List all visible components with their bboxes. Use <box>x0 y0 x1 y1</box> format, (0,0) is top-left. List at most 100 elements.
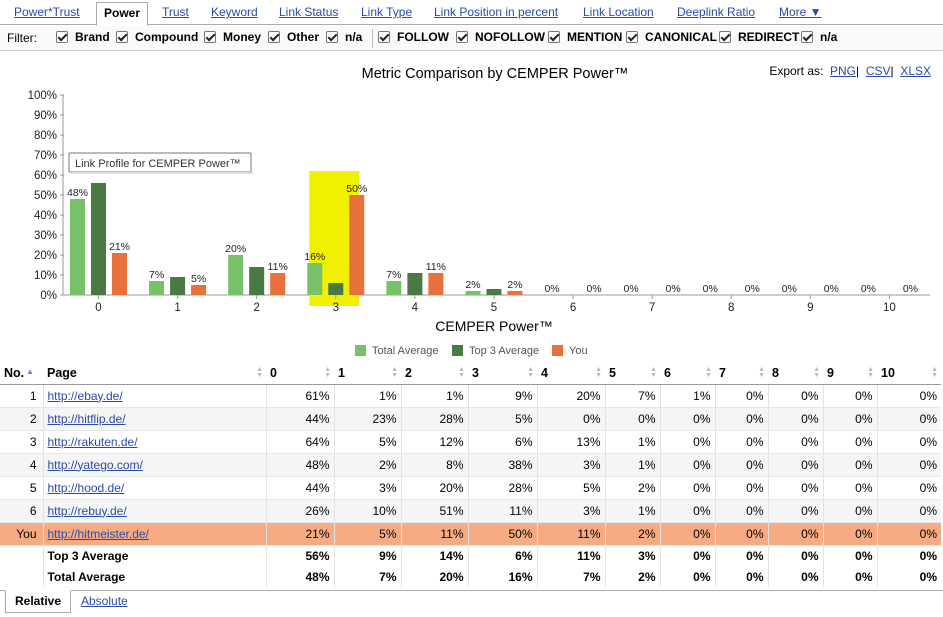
tab-link-type[interactable]: Link Type <box>361 5 413 19</box>
legend-item-you[interactable]: You <box>569 345 588 357</box>
checkbox-checked-icon[interactable] <box>268 31 280 43</box>
filter-n-a[interactable]: n/a <box>326 30 362 44</box>
filter-n-a[interactable]: n/a <box>801 30 837 44</box>
export-xlsx-link[interactable]: XLSX <box>900 64 931 78</box>
export-png-link[interactable]: PNG <box>830 64 857 78</box>
summary-label: Total Average <box>42 566 266 587</box>
data-label: 0% <box>903 283 918 295</box>
checkbox-checked-icon[interactable] <box>801 31 813 43</box>
checkbox-checked-icon[interactable] <box>56 31 68 43</box>
page-link[interactable]: http://ebay.de/ <box>47 388 123 403</box>
bar-top-3-average-3[interactable] <box>328 283 344 295</box>
bar-total-average-0[interactable] <box>70 199 85 295</box>
sort-icon[interactable]: ▲ ▼ <box>391 366 398 379</box>
bar-total-average-4[interactable] <box>386 281 402 295</box>
page-link[interactable]: http://hood.de/ <box>47 480 125 495</box>
sort-icon[interactable]: ▲ ▼ <box>931 366 938 379</box>
filter-redirect[interactable]: REDIRECT <box>719 30 799 44</box>
bar-you-1[interactable] <box>191 285 207 295</box>
value-cell: 0% <box>659 522 715 546</box>
bar-you-5[interactable] <box>507 291 523 295</box>
column-header-7[interactable]: 7 ▲ ▼ <box>715 362 768 385</box>
tab-link-status[interactable]: Link Status <box>279 5 339 19</box>
value-cell: 3% <box>333 476 401 500</box>
filter-mention[interactable]: MENTION <box>548 30 622 44</box>
bar-top-3-average-5[interactable] <box>486 289 502 295</box>
export-csv-link[interactable]: CSV <box>865 64 891 78</box>
sort-icon[interactable]: ▲ ▼ <box>705 366 712 379</box>
filter-brand[interactable]: Brand <box>56 30 110 44</box>
tab-power[interactable]: Power <box>96 2 149 26</box>
column-header-6[interactable]: 6 ▲ ▼ <box>660 362 715 385</box>
tab-keyword[interactable]: Keyword <box>211 5 258 19</box>
filter-canonical[interactable]: CANONICAL <box>626 30 717 44</box>
column-header-1[interactable]: 1 ▲ ▼ <box>334 362 401 385</box>
filter-compound[interactable]: Compound <box>116 30 198 44</box>
checkbox-checked-icon[interactable] <box>378 31 390 43</box>
bar-total-average-5[interactable] <box>465 291 481 295</box>
page-link[interactable]: http://yatego.com/ <box>47 457 143 472</box>
tab-deeplink-ratio[interactable]: Deeplink Ratio <box>677 5 756 19</box>
sort-icon[interactable]: ▲ ▼ <box>867 366 874 379</box>
data-label: 0% <box>666 283 681 295</box>
sort-icon[interactable]: ▲ ▼ <box>813 366 820 379</box>
column-header-0[interactable]: 0 ▲ ▼ <box>266 362 334 385</box>
tab-absolute[interactable]: Absolute <box>81 594 128 608</box>
column-header-2[interactable]: 2 ▲ ▼ <box>401 362 468 385</box>
checkbox-checked-icon[interactable] <box>626 31 638 43</box>
table-row-you: You http://hitmeister.de/21% 5% 11% 50% 11% 2%… <box>0 522 941 546</box>
checkbox-checked-icon[interactable] <box>204 31 216 43</box>
filter-nofollow[interactable]: NOFOLLOW <box>456 30 545 44</box>
legend-item-total-average[interactable]: Total Average <box>372 345 438 357</box>
tab-trust[interactable]: Trust <box>162 5 189 19</box>
page-link[interactable]: http://rakuten.de/ <box>47 434 138 449</box>
bar-total-average-1[interactable] <box>149 281 165 295</box>
tab-link-location[interactable]: Link Location <box>583 5 654 19</box>
tab-power-trust[interactable]: Power*Trust <box>14 5 80 19</box>
column-header-5[interactable]: 5 ▲ ▼ <box>605 362 660 385</box>
legend-swatch <box>452 345 463 356</box>
bar-you-0[interactable] <box>112 253 127 295</box>
checkbox-checked-icon[interactable] <box>116 31 128 43</box>
data-label: 7% <box>149 269 164 281</box>
column-header-9[interactable]: 9 ▲ ▼ <box>823 362 877 385</box>
column-header-page[interactable]: Page ▲ ▼ <box>43 362 266 385</box>
column-header-8[interactable]: 8 ▲ ▼ <box>768 362 823 385</box>
column-header-4[interactable]: 4 ▲ ▼ <box>537 362 605 385</box>
checkbox-checked-icon[interactable] <box>548 31 560 43</box>
sort-icon[interactable]: ▲ ▼ <box>324 366 331 379</box>
column-header-10[interactable]: 10 ▲ ▼ <box>877 362 941 385</box>
legend-item-top-3-average[interactable]: Top 3 Average <box>469 345 539 357</box>
bar-you-2[interactable] <box>270 273 286 295</box>
checkbox-checked-icon[interactable] <box>456 31 468 43</box>
bar-top-3-average-2[interactable] <box>249 267 265 295</box>
sort-icon[interactable]: ▲ ▼ <box>527 366 534 379</box>
bar-top-3-average-4[interactable] <box>407 273 423 295</box>
bar-you-3[interactable] <box>349 195 365 295</box>
bar-you-4[interactable] <box>428 273 444 295</box>
bar-top-3-average-1[interactable] <box>170 277 186 295</box>
sort-icon[interactable]: ▲ ▼ <box>595 366 602 379</box>
bar-total-average-2[interactable] <box>228 255 244 295</box>
sort-icon[interactable]: ▲ ▼ <box>458 366 465 379</box>
filter-money[interactable]: Money <box>204 30 261 44</box>
checkbox-checked-icon[interactable] <box>719 31 731 43</box>
sort-icon[interactable]: ▲ ▼ <box>650 366 657 379</box>
tab-relative[interactable]: Relative <box>5 590 72 613</box>
column-header-3[interactable]: 3 ▲ ▼ <box>468 362 537 385</box>
sort-asc-icon[interactable]: ▲ <box>26 366 35 376</box>
sort-icon[interactable]: ▲ ▼ <box>758 366 765 379</box>
tab-more[interactable]: More ▼ <box>779 5 822 19</box>
filter-label-text: FOLLOW <box>397 30 449 44</box>
checkbox-checked-icon[interactable] <box>326 31 338 43</box>
page-link[interactable]: http://hitmeister.de/ <box>47 526 149 541</box>
filter-other[interactable]: Other <box>268 30 319 44</box>
page-link[interactable]: http://hitflip.de/ <box>47 411 126 426</box>
column-header-no[interactable]: No. ▲ <box>0 362 43 385</box>
filter-follow[interactable]: FOLLOW <box>378 30 449 44</box>
sort-icon[interactable]: ▲ ▼ <box>256 366 263 379</box>
tab-link-position-in-percent[interactable]: Link Position in percent <box>434 5 559 19</box>
page-link[interactable]: http://rebuy.de/ <box>47 503 127 518</box>
bar-top-3-average-0[interactable] <box>91 183 106 295</box>
bar-total-average-3[interactable] <box>307 263 323 295</box>
